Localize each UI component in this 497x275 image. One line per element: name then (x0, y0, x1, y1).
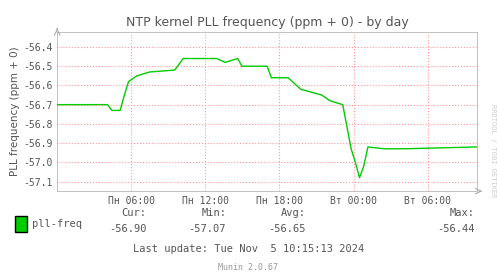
Text: Cur:: Cur: (122, 208, 147, 218)
Text: Munin 2.0.67: Munin 2.0.67 (219, 263, 278, 272)
Text: -56.90: -56.90 (109, 224, 147, 234)
Text: -56.65: -56.65 (268, 224, 306, 234)
Text: -56.44: -56.44 (437, 224, 475, 234)
Y-axis label: PLL frequency (ppm + 0): PLL frequency (ppm + 0) (10, 46, 20, 176)
Text: -57.07: -57.07 (189, 224, 226, 234)
Text: Avg:: Avg: (281, 208, 306, 218)
Text: Min:: Min: (201, 208, 226, 218)
Text: Max:: Max: (450, 208, 475, 218)
Text: RRDTOOL / TOBI OETIKER: RRDTOOL / TOBI OETIKER (490, 104, 496, 198)
Title: NTP kernel PLL frequency (ppm + 0) - by day: NTP kernel PLL frequency (ppm + 0) - by … (126, 16, 409, 29)
Text: Last update: Tue Nov  5 10:15:13 2024: Last update: Tue Nov 5 10:15:13 2024 (133, 244, 364, 254)
Text: pll-freq: pll-freq (32, 219, 83, 229)
